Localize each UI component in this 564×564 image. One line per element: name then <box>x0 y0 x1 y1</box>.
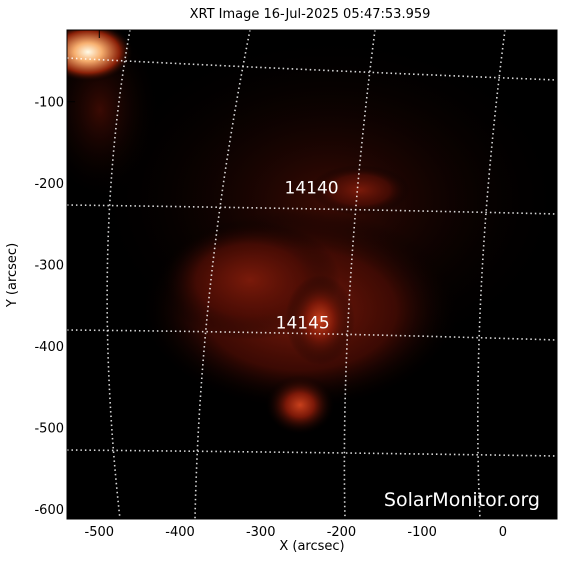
x-tick-label: -300 <box>246 525 276 540</box>
region-label: 14140 <box>285 178 339 198</box>
x-tick-label: -500 <box>85 525 115 540</box>
heliographic-grid <box>67 30 557 519</box>
x-axis-label: X (arcsec) <box>279 539 344 554</box>
x-tick-label: -400 <box>165 525 195 540</box>
y-tick-label: -600 <box>34 503 64 518</box>
y-tick-label: -200 <box>34 177 64 192</box>
region-label: 14145 <box>276 314 330 334</box>
solar-image <box>67 30 557 519</box>
y-tick-label: -100 <box>34 96 64 111</box>
plot-frame <box>66 29 558 520</box>
x-tick-label: -200 <box>327 525 357 540</box>
y-tick-label: -400 <box>34 340 64 355</box>
y-tick-label: -300 <box>34 259 64 274</box>
x-tick-label: 0 <box>499 525 507 540</box>
chart-title: XRT Image 16-Jul-2025 05:47:53.959 <box>190 7 431 22</box>
y-tick-label: -500 <box>34 422 64 437</box>
watermark: SolarMonitor.org <box>384 489 540 511</box>
x-tick-label: -100 <box>407 525 437 540</box>
y-axis-label: Y (arcsec) <box>5 243 20 308</box>
